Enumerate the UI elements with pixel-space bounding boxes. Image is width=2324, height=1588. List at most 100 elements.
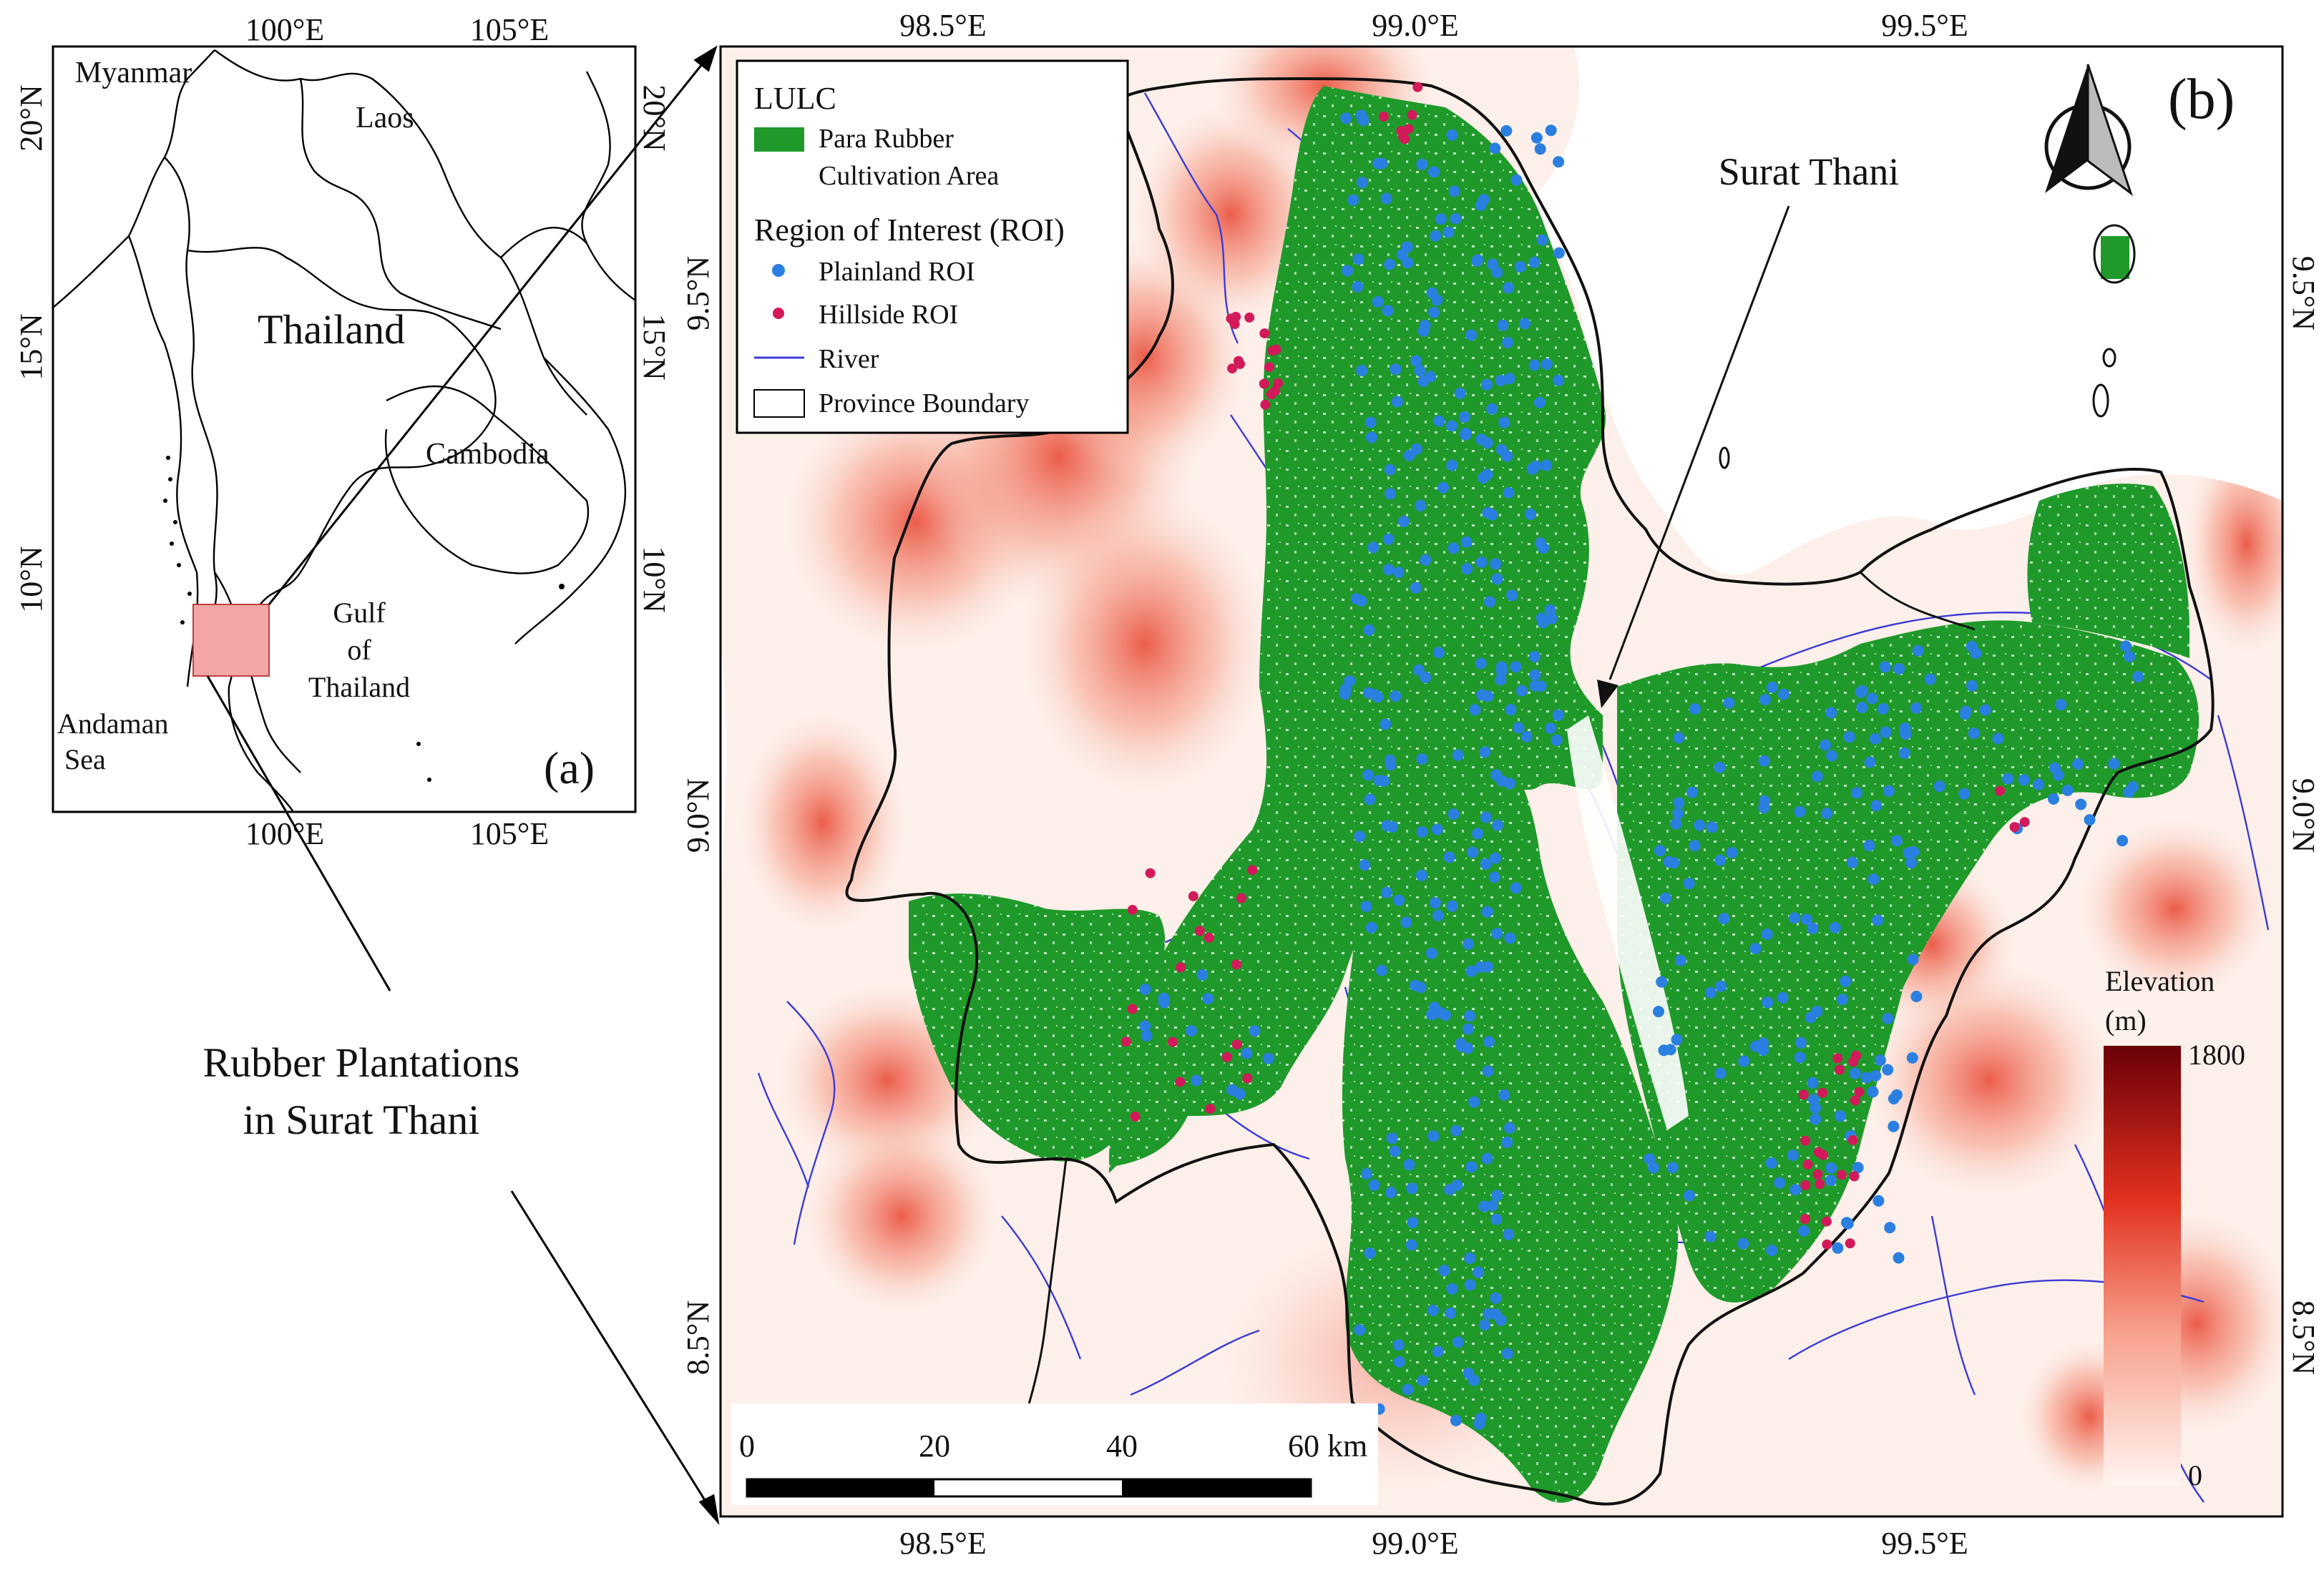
plainland-roi-point — [1430, 230, 1442, 242]
plainland-roi-point — [1426, 287, 1438, 299]
hillside-roi-point — [1130, 1112, 1141, 1122]
plainland-roi-point — [1777, 991, 1789, 1004]
plainland-roi-point — [1364, 1248, 1376, 1259]
plainland-roi-point — [1718, 913, 1730, 925]
plainland-roi-point — [1486, 403, 1498, 415]
plainland-roi-point — [1487, 1200, 1498, 1212]
plainland-roi-point — [1767, 681, 1778, 693]
plainland-roi-point — [1706, 821, 1718, 833]
plainland-roi-point — [1262, 1052, 1274, 1064]
plainland-roi-point — [1534, 143, 1546, 155]
plainland-roi-point — [1416, 826, 1428, 838]
plainland-roi-point — [1378, 775, 1390, 787]
hillside-roi-point — [1273, 378, 1284, 388]
plainland-roi-point — [1403, 449, 1415, 461]
plainland-roi-point — [1381, 886, 1393, 898]
plainland-roi-point — [1761, 928, 1773, 940]
plainland-roi-point — [1826, 750, 1838, 762]
plainland-roi-point — [1480, 811, 1492, 823]
plainland-roi-point — [1723, 697, 1735, 709]
plainland-roi-point — [1530, 132, 1543, 144]
plainland-roi-point — [1490, 852, 1502, 864]
plainland-roi-point — [1446, 129, 1458, 141]
a-lon-bot-100: 100°E — [245, 816, 324, 851]
plainland-roi-point — [2033, 778, 2045, 790]
plainland-roi-point — [1867, 1086, 1879, 1098]
plainland-roi-point — [1714, 761, 1726, 773]
legend-rubber-line-1: Para Rubber — [819, 124, 954, 154]
plainland-roi-point — [1503, 282, 1515, 294]
plainland-roi-point — [1992, 732, 2004, 745]
plainland-roi-point — [1450, 212, 1462, 225]
plainland-roi-point — [1431, 823, 1443, 835]
panel-a-tag: (a) — [544, 742, 595, 793]
plainland-roi-point — [1872, 914, 1884, 926]
plainland-roi-point — [1463, 938, 1475, 950]
plainland-roi-point — [1501, 1137, 1513, 1148]
plainland-roi-point — [1795, 1036, 1807, 1049]
legend-rubber-swatch — [754, 127, 804, 152]
plainland-roi-point — [1851, 787, 1863, 799]
plainland-roi-point — [1417, 325, 1430, 337]
panel-b-main-map: 98.5°E 99.0°E 99.5°E 98.5°E 99.0°E 99.5°… — [680, 8, 2321, 1561]
plainland-roi-point — [1689, 840, 1701, 852]
plainland-roi-point — [1445, 1307, 1457, 1319]
hillside-roi-point — [1798, 1089, 1809, 1100]
plainland-roi-point — [1787, 1150, 1799, 1161]
plainland-roi-point — [1654, 845, 1666, 857]
elevation-title: Elevation — [2105, 965, 2215, 997]
hillside-roi-point — [2019, 817, 2030, 828]
plainland-roi-point — [1762, 996, 1774, 1009]
plainland-roi-point — [1864, 756, 1876, 768]
plainland-roi-point — [1503, 486, 1515, 499]
plainland-roi-point — [1368, 1179, 1380, 1191]
hillside-roi-point — [1231, 1039, 1242, 1050]
b-lon-bot-99-5: 99.5°E — [1881, 1526, 1968, 1561]
plainland-roi-point — [1510, 882, 1522, 894]
plainland-roi-point — [1452, 1336, 1464, 1348]
plainland-roi-point — [1882, 1064, 1894, 1076]
scale-label-40: 40 — [1106, 1428, 1138, 1464]
plainland-roi-point — [1354, 830, 1366, 843]
plainland-roi-point — [1352, 253, 1364, 265]
plainland-roi-point — [2116, 835, 2129, 847]
hillside-roi-point — [1176, 962, 1186, 973]
plainland-roi-point — [1502, 1348, 1513, 1360]
study-area-highlight — [192, 604, 270, 677]
plainland-roi-point — [1520, 730, 1533, 742]
plainland-roi-point — [1825, 707, 1837, 719]
plainland-roi-point — [1472, 828, 1484, 840]
plainland-roi-point — [2049, 762, 2061, 774]
plainland-roi-point — [1432, 1346, 1444, 1358]
plainland-roi-point — [1356, 365, 1368, 376]
plainland-roi-point — [1446, 420, 1458, 432]
country-borders — [53, 49, 635, 812]
plainland-roi-point — [1415, 981, 1427, 994]
legend-rubber-line-2: Cultivation Area — [819, 161, 999, 191]
a-lon-top-105: 105°E — [470, 12, 549, 47]
plainland-roi-point — [1502, 337, 1514, 348]
plainland-roi-point — [1241, 1047, 1253, 1059]
plainland-roi-point — [1843, 731, 1855, 743]
label-myanmar: Myanmar — [75, 57, 192, 89]
scale-bar: 0 20 40 60 km — [731, 1403, 1378, 1505]
plainland-roi-point — [1891, 1089, 1903, 1101]
hillside-roi-point — [1204, 932, 1214, 943]
plainland-roi-point — [1868, 873, 1880, 886]
panel-a-frame — [52, 45, 637, 813]
hillside-roi-point — [1845, 1238, 1855, 1249]
plainland-roi-point — [1870, 1069, 1882, 1082]
plainland-roi-point — [1807, 1077, 1819, 1089]
a-lat-right-20: 20°N — [637, 84, 672, 151]
plainland-roi-point — [1417, 1375, 1429, 1386]
plainland-roi-point — [1446, 1283, 1458, 1295]
hillside-roi-point — [1815, 1179, 1825, 1190]
plainland-roi-point — [1482, 506, 1494, 519]
plainland-roi-point — [1386, 1132, 1398, 1145]
hillside-roi-point — [1800, 1135, 1811, 1146]
plainland-roi-point — [1464, 1279, 1476, 1291]
legend-plainland-dot — [772, 264, 785, 277]
plainland-roi-point — [1447, 808, 1460, 820]
plainland-roi-point — [1406, 1182, 1418, 1195]
plainland-roi-point — [1420, 672, 1432, 683]
